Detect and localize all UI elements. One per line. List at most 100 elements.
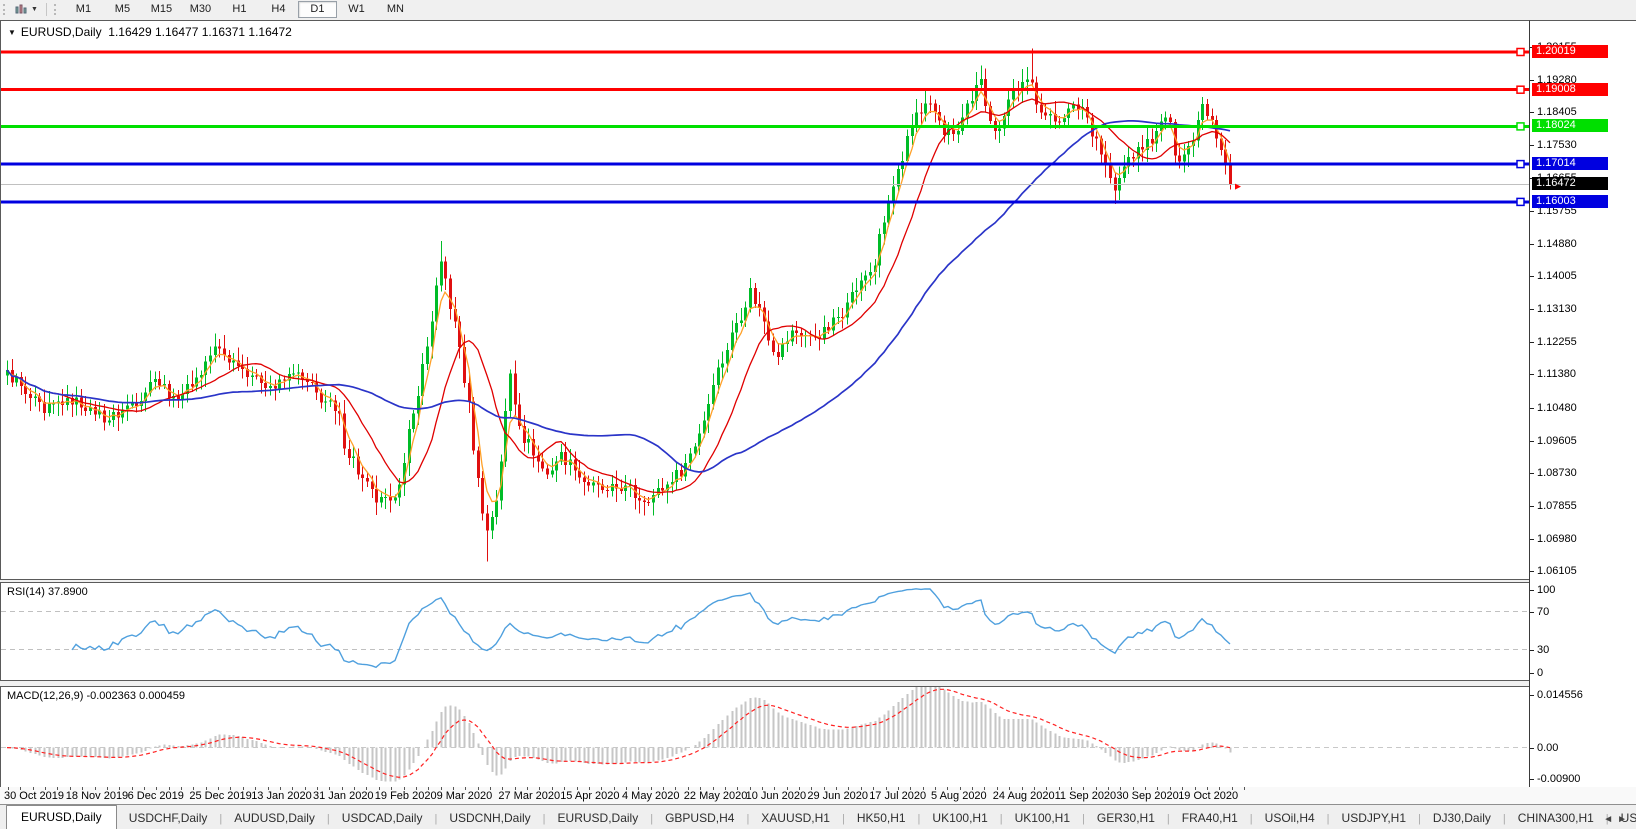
axis-tick: [1530, 571, 1534, 572]
chart-tool-icon[interactable]: [13, 2, 30, 17]
tab-separator: |: [542, 813, 546, 825]
price-tick-label: 1.15755: [1537, 205, 1577, 217]
chart-ohlc-readout: 1.16429 1.16477 1.16371 1.16472: [108, 25, 292, 39]
chart-tab-eurusd-daily[interactable]: EURUSD,Daily: [557, 811, 639, 825]
time-tick-label: 13 Jan 2020: [251, 790, 312, 802]
timeframe-button-m30[interactable]: M30: [189, 3, 212, 15]
tab-separator: |: [999, 813, 1003, 825]
axis-tick: [1530, 112, 1534, 113]
chart-tab-usdcad-daily[interactable]: USDCAD,Daily: [341, 811, 423, 825]
rsi-tick-label: 70: [1537, 606, 1550, 618]
level-price-label: 1.16003: [1532, 195, 1608, 208]
macd-tick-label: 0.00: [1537, 742, 1559, 754]
axis-tick: [1530, 506, 1534, 507]
chart-stack: ▼ EURUSD,Daily 1.16429 1.16477 1.16371 1.…: [0, 18, 1636, 829]
price-chart-panel[interactable]: ▼ EURUSD,Daily 1.16429 1.16477 1.16371 1.…: [0, 20, 1530, 580]
time-tick-label: 6 Dec 2019: [127, 790, 184, 802]
time-tick-label: 25 Dec 2019: [189, 790, 252, 802]
timeframe-button-m1[interactable]: M1: [75, 3, 92, 15]
axis-tick: [1530, 244, 1534, 245]
price-tick-label: 1.18405: [1537, 106, 1577, 118]
chart-tab-ger30-h1[interactable]: GER30,H1: [1096, 811, 1155, 825]
tab-separator: |: [1166, 813, 1170, 825]
price-tick-label: 1.07855: [1537, 500, 1577, 512]
chart-tab-fra40-h1[interactable]: FRA40,H1: [1181, 811, 1238, 825]
tab-separator: |: [434, 813, 438, 825]
timeframe-button-h1[interactable]: H1: [232, 3, 247, 15]
current-price-label: 1.16472: [1532, 177, 1608, 190]
price-tick-label: 1.13130: [1537, 303, 1577, 315]
timeframe-button-d1[interactable]: D1: [297, 0, 337, 18]
time-tick-label: 27 Mar 2020: [498, 790, 561, 802]
chart-tab-gbpusd-h4[interactable]: GBPUSD,H4: [665, 811, 735, 825]
macd-tick-label: -0.00900: [1537, 773, 1581, 785]
chart-tab-audusd-daily[interactable]: AUDUSD,Daily: [234, 811, 315, 825]
chart-symbol-period: EURUSD,Daily: [20, 25, 102, 39]
time-tick-label: 24 Aug 2020: [992, 790, 1055, 802]
axis-tick: [1530, 650, 1534, 651]
axis-tick: [1530, 695, 1534, 696]
chart-header: ▼ EURUSD,Daily 1.16429 1.16477 1.16371 1.…: [8, 25, 292, 39]
timeframe-button-h4[interactable]: H4: [271, 3, 286, 15]
macd-panel[interactable]: MACD(12,26,9) -0.002363 0.000459: [0, 686, 1530, 788]
price-tick-label: 1.11380: [1537, 368, 1576, 380]
chart-tab-usdchf-daily[interactable]: USDCHF,Daily: [128, 811, 208, 825]
tab-separator: |: [1326, 813, 1330, 825]
timeframe-button-m5[interactable]: M5: [114, 3, 131, 15]
candlestick-chart[interactable]: [1, 21, 1529, 577]
axis-tick: [1530, 539, 1534, 540]
macd-chart[interactable]: [1, 687, 1529, 785]
toolbar-grip[interactable]: [3, 3, 8, 15]
level-price-label: 1.19008: [1532, 83, 1608, 96]
chart-tab-eurusd-daily[interactable]: EURUSD,Daily: [6, 805, 117, 829]
time-tick-label: 30 Oct 2019: [4, 790, 64, 802]
tab-scroll-right-icon[interactable]: ►: [1617, 814, 1631, 825]
tab-separator: |: [1418, 813, 1421, 825]
time-tick-label: 11 Sep 2020: [1054, 790, 1117, 802]
time-tick-label: 31 Jan 2020: [313, 790, 374, 802]
tab-nav-arrows: ◄►: [1603, 814, 1631, 825]
timeframe-button-mn[interactable]: MN: [386, 3, 404, 15]
rsi-tick-label: 30: [1537, 644, 1550, 656]
tab-separator: |: [917, 813, 921, 825]
chart-tab-hk50-h1[interactable]: HK50,H1: [856, 811, 906, 825]
chart-tab-usoil-h1[interactable]: USOil,H1: [1620, 811, 1636, 825]
toolbar-grip-2[interactable]: [53, 3, 59, 15]
chart-context-caret-icon[interactable]: ▼: [8, 28, 16, 37]
price-scale[interactable]: 1.201551.192801.184051.175301.166551.157…: [1529, 20, 1636, 788]
tab-separator: |: [1605, 813, 1609, 825]
time-axis-ticks: [8, 787, 1245, 790]
macd-tick-label: 0.014556: [1537, 689, 1583, 701]
tab-scroll-left-icon[interactable]: ◄: [1603, 814, 1618, 825]
price-tick-label: 1.17530: [1537, 139, 1577, 151]
chart-tab-china300-h1[interactable]: CHINA300,H1: [1517, 811, 1594, 825]
chart-tab-dj30-daily[interactable]: DJ30,Daily: [1432, 811, 1491, 825]
rsi-label: RSI(14) 37.8900: [7, 586, 88, 598]
axis-tick: [1530, 374, 1534, 375]
timeframe-button-m15[interactable]: M15: [150, 3, 173, 15]
chart-tab-usoil-h4[interactable]: USOil,H4: [1264, 811, 1315, 825]
chart-tab-xauusd-h1[interactable]: XAUUSD,H1: [761, 811, 830, 825]
chart-tab-usdjpy-h1[interactable]: USDJPY,H1: [1341, 811, 1407, 825]
chevron-down-icon[interactable]: ▼: [31, 5, 38, 13]
macd-label: MACD(12,26,9) -0.002363 0.000459: [7, 690, 185, 702]
tab-separator: |: [219, 813, 223, 825]
time-scale[interactable]: 30 Oct 2019 18 Nov 2019 6 Dec 2019 25 Dec 2…: [0, 787, 1636, 804]
axis-tick: [1530, 80, 1534, 81]
chart-tab-uk100-h1[interactable]: UK100,H1: [932, 811, 988, 825]
tab-separator: |: [746, 813, 750, 825]
toolbar-separator: [45, 2, 47, 16]
timeframe-button-w1[interactable]: W1: [348, 3, 365, 15]
axis-tick: [1530, 748, 1534, 749]
time-tick-label: 10 Jun 2020: [745, 790, 807, 802]
chart-tab-uk100-h1[interactable]: UK100,H1: [1014, 811, 1071, 825]
price-tick-label: 1.06980: [1537, 533, 1577, 545]
chart-tab-usdcnh-daily[interactable]: USDCNH,Daily: [449, 811, 531, 825]
rsi-chart[interactable]: [1, 583, 1529, 678]
rsi-panel[interactable]: RSI(14) 37.8900: [0, 582, 1530, 681]
tab-separator: |: [841, 813, 845, 825]
axis-tick: [1530, 473, 1534, 474]
time-tick-label: 17 Jul 2020: [869, 790, 927, 802]
price-tick-label: 1.09605: [1537, 435, 1577, 447]
